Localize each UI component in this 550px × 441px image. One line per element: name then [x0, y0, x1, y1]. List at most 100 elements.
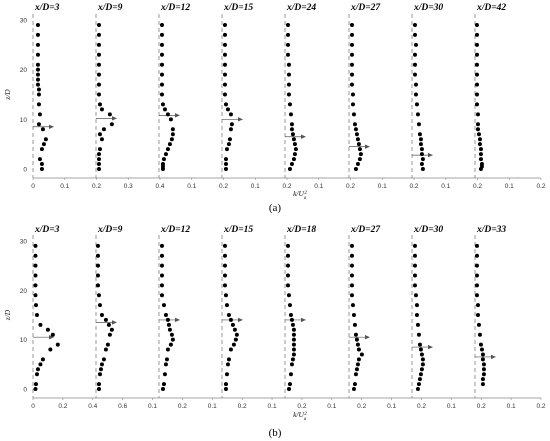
panel-title: x/D=12 — [160, 225, 190, 235]
data-point — [481, 362, 486, 367]
data-point — [356, 357, 361, 362]
data-point — [353, 372, 358, 377]
data-point — [226, 142, 231, 147]
data-point — [478, 157, 483, 162]
data-point — [480, 377, 485, 382]
data-point — [35, 32, 40, 37]
data-point — [474, 62, 479, 67]
y-tick-label: 10 — [20, 117, 28, 124]
data-point — [160, 167, 165, 171]
data-point — [38, 322, 43, 327]
data-point — [41, 142, 46, 147]
data-point — [168, 117, 173, 122]
data-point — [286, 387, 291, 391]
data-point — [225, 362, 230, 367]
data-point — [474, 42, 479, 47]
data-point — [415, 387, 420, 391]
panel-title: x/D=9 — [97, 225, 123, 235]
profile-panel: x/D=27 — [348, 3, 381, 178]
data-point — [290, 357, 295, 362]
data-point — [352, 122, 357, 127]
panel-title: x/D=3 — [34, 225, 60, 235]
profile-panel: x/D=42 — [474, 3, 506, 178]
data-point — [415, 112, 420, 117]
data-point — [167, 327, 172, 332]
data-point — [481, 372, 486, 377]
data-point — [222, 82, 227, 87]
data-point — [419, 162, 424, 167]
data-point — [96, 162, 101, 167]
data-point — [223, 167, 228, 171]
data-point — [291, 327, 296, 332]
data-point — [292, 142, 297, 147]
profile-panel: x/D=9 — [95, 3, 123, 178]
data-point — [228, 317, 233, 322]
data-point — [50, 332, 55, 337]
data-point — [109, 327, 114, 332]
data-point — [412, 243, 417, 248]
profile-panel: x/D=9 — [95, 225, 123, 398]
data-point — [358, 152, 363, 157]
data-point — [290, 132, 295, 137]
data-point — [475, 122, 480, 127]
data-point — [291, 332, 296, 337]
data-point — [287, 167, 292, 171]
data-point — [476, 322, 481, 327]
x-tick-label: 0.1 — [507, 403, 516, 410]
data-point — [474, 283, 479, 288]
data-point — [159, 82, 164, 87]
y-tick-label: 30 — [20, 239, 28, 246]
data-point — [477, 332, 482, 337]
data-point — [97, 372, 102, 377]
data-point — [419, 352, 424, 357]
panel-title: x/D=15 — [223, 225, 253, 235]
data-point — [420, 167, 425, 171]
data-point — [43, 137, 48, 142]
data-point — [48, 347, 53, 352]
data-point — [288, 313, 293, 317]
data-point — [412, 253, 417, 258]
data-point — [228, 112, 233, 117]
x-tick-label: 0.2 — [409, 183, 418, 190]
data-point — [351, 387, 356, 391]
data-point — [39, 167, 44, 171]
data-point — [159, 72, 164, 77]
x-tick-label: 0.2 — [297, 403, 306, 410]
data-point — [289, 162, 294, 167]
data-point — [164, 357, 169, 362]
jet-height-arrowhead — [112, 320, 117, 325]
data-point — [166, 322, 171, 327]
data-point — [37, 112, 42, 117]
data-point — [286, 82, 291, 87]
data-point — [414, 102, 419, 107]
data-point — [168, 342, 173, 347]
data-point — [351, 112, 356, 117]
profile-panel: x/D=12 — [158, 225, 190, 398]
data-point — [34, 313, 39, 317]
data-point — [359, 352, 364, 357]
data-point — [349, 273, 354, 278]
x-tick-label: 0.2 — [282, 183, 291, 190]
data-point — [477, 142, 482, 147]
jet-height-arrowhead — [491, 354, 496, 360]
data-point — [159, 283, 164, 288]
data-point — [287, 382, 292, 387]
subfigure-a-label: (a) — [269, 202, 282, 214]
data-point — [286, 62, 291, 67]
data-point — [291, 137, 296, 142]
data-point — [290, 322, 295, 327]
data-point — [159, 32, 164, 37]
data-point — [96, 157, 101, 162]
data-point — [289, 317, 294, 322]
data-point — [478, 342, 483, 347]
data-point — [474, 102, 479, 107]
data-point — [285, 263, 290, 268]
data-point — [349, 42, 354, 47]
data-point — [474, 92, 479, 97]
data-point — [165, 112, 170, 117]
data-point — [415, 322, 420, 327]
data-point — [223, 293, 228, 298]
data-point — [160, 102, 165, 107]
data-point — [349, 22, 354, 27]
data-point — [222, 273, 227, 278]
